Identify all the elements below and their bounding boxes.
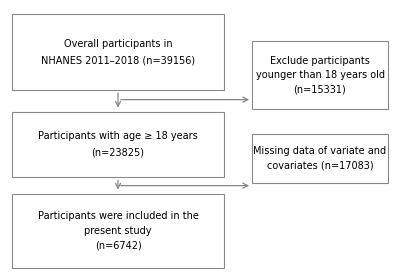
Text: Exclude participants
younger than 18 years old
(n=15331): Exclude participants younger than 18 yea… [256, 56, 384, 94]
Text: Overall participants in
NHANES 2011–2018 (n=39156): Overall participants in NHANES 2011–2018… [41, 39, 195, 65]
FancyBboxPatch shape [12, 112, 224, 177]
FancyBboxPatch shape [12, 194, 224, 268]
Text: Missing data of variate and
covariates (n=17083): Missing data of variate and covariates (… [254, 146, 386, 170]
Text: Participants were included in the
present study
(n=6742): Participants were included in the presen… [38, 211, 198, 251]
Text: Participants with age ≥ 18 years
(n=23825): Participants with age ≥ 18 years (n=2382… [38, 132, 198, 158]
FancyBboxPatch shape [12, 14, 224, 90]
FancyBboxPatch shape [252, 134, 388, 183]
FancyBboxPatch shape [252, 41, 388, 109]
